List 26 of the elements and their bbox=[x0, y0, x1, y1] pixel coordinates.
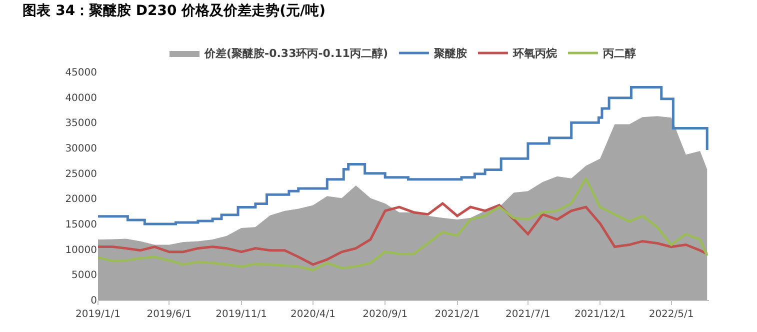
x-tick-label: 2021/12/1 bbox=[574, 309, 626, 320]
x-tick-label: 2022/5/1 bbox=[648, 309, 694, 320]
y-tick-label: 35000 bbox=[65, 118, 97, 130]
y-tick-label: 20000 bbox=[65, 194, 97, 206]
y-tick-label: 5000 bbox=[72, 270, 97, 282]
line-series bbox=[98, 202, 708, 266]
chart-title: 图表 34：聚醚胺 D230 价格及价差走势(元/吨) bbox=[22, 2, 326, 19]
line-series bbox=[98, 177, 708, 272]
x-tick-label: 2019/1/1 bbox=[76, 309, 120, 320]
x-tick-label: 2020/4/1 bbox=[290, 309, 336, 320]
legend-label: 价差(聚醚胺-0.33环丙-0.11丙二醇) bbox=[204, 47, 388, 60]
x-tick-label: 2020/9/1 bbox=[362, 309, 408, 320]
x-tick-label: 2019/6/1 bbox=[146, 309, 192, 320]
x-tick-label: 2021/7/1 bbox=[506, 309, 550, 320]
y-tick-label: 10000 bbox=[65, 244, 97, 256]
y-tick-label: 45000 bbox=[65, 68, 97, 78]
y-tick-label: 30000 bbox=[65, 144, 97, 154]
legend-label: 丙二醇 bbox=[602, 47, 636, 60]
legend-label: 聚醚胺 bbox=[432, 47, 467, 60]
y-tick-label: 15000 bbox=[65, 220, 97, 230]
y-tick-label: 0 bbox=[90, 296, 97, 306]
x-tick-label: 2021/2/1 bbox=[434, 309, 480, 320]
legend-label: 环氧丙烷 bbox=[512, 47, 557, 60]
y-tick-label: 25000 bbox=[65, 168, 97, 180]
y-tick-label: 40000 bbox=[65, 92, 97, 104]
x-tick-label: 2019/11/1 bbox=[216, 309, 267, 320]
